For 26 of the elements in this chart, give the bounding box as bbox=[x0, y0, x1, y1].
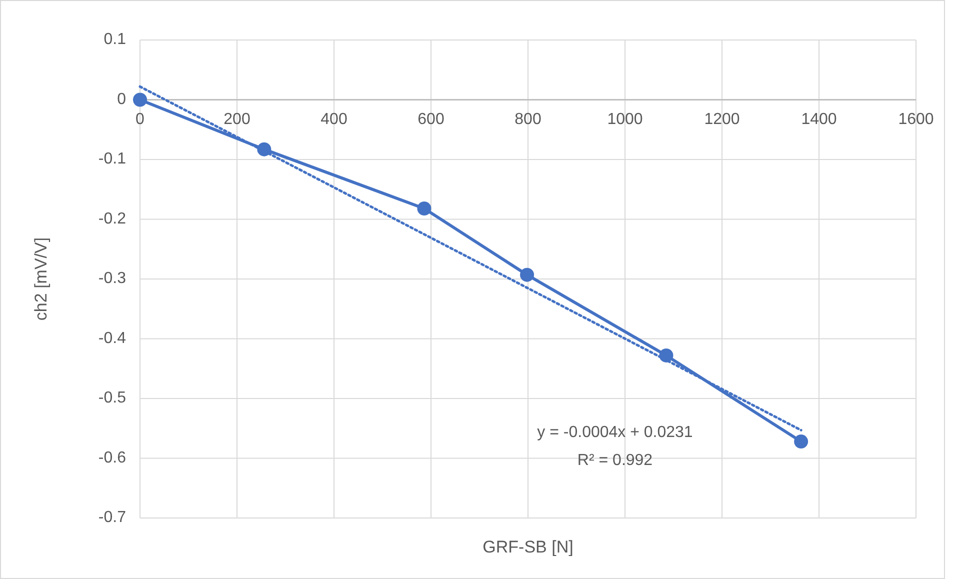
y-tick-label: -0.6 bbox=[98, 449, 126, 466]
x-tick-label: 200 bbox=[224, 111, 250, 128]
x-tick-label: 1200 bbox=[704, 111, 740, 128]
x-tick-label: 1000 bbox=[607, 111, 643, 128]
y-tick-label: -0.7 bbox=[98, 509, 126, 526]
point bbox=[417, 201, 432, 216]
y-tick-label: 0 bbox=[117, 90, 126, 108]
point bbox=[520, 268, 534, 282]
x-tick-label: 1600 bbox=[898, 111, 934, 128]
y-tick-label: -0.2 bbox=[98, 210, 126, 228]
x-tick-label: 600 bbox=[418, 111, 444, 128]
x-tick-label: 1400 bbox=[801, 111, 837, 128]
x-axis-title: GRF-SB [N] bbox=[482, 537, 574, 556]
y-tick-label: -0.3 bbox=[98, 270, 126, 288]
annotation: R² = 0.992 bbox=[577, 452, 653, 470]
annotation: y = -0.0004x + 0.0231 bbox=[537, 424, 693, 442]
y-tick-label: -0.4 bbox=[98, 330, 126, 347]
y-tick-label: -0.5 bbox=[98, 390, 126, 407]
y-tick-label: 0.1 bbox=[104, 31, 126, 48]
y-tick-label: -0.1 bbox=[98, 150, 126, 168]
x-tick-label: 0 bbox=[136, 111, 145, 128]
y-axis-title: ch2 [mV/V] bbox=[31, 237, 50, 321]
point bbox=[133, 92, 147, 107]
x-tick-label: 400 bbox=[320, 111, 348, 128]
point bbox=[794, 434, 808, 449]
x-tick-label: 800 bbox=[514, 111, 542, 128]
